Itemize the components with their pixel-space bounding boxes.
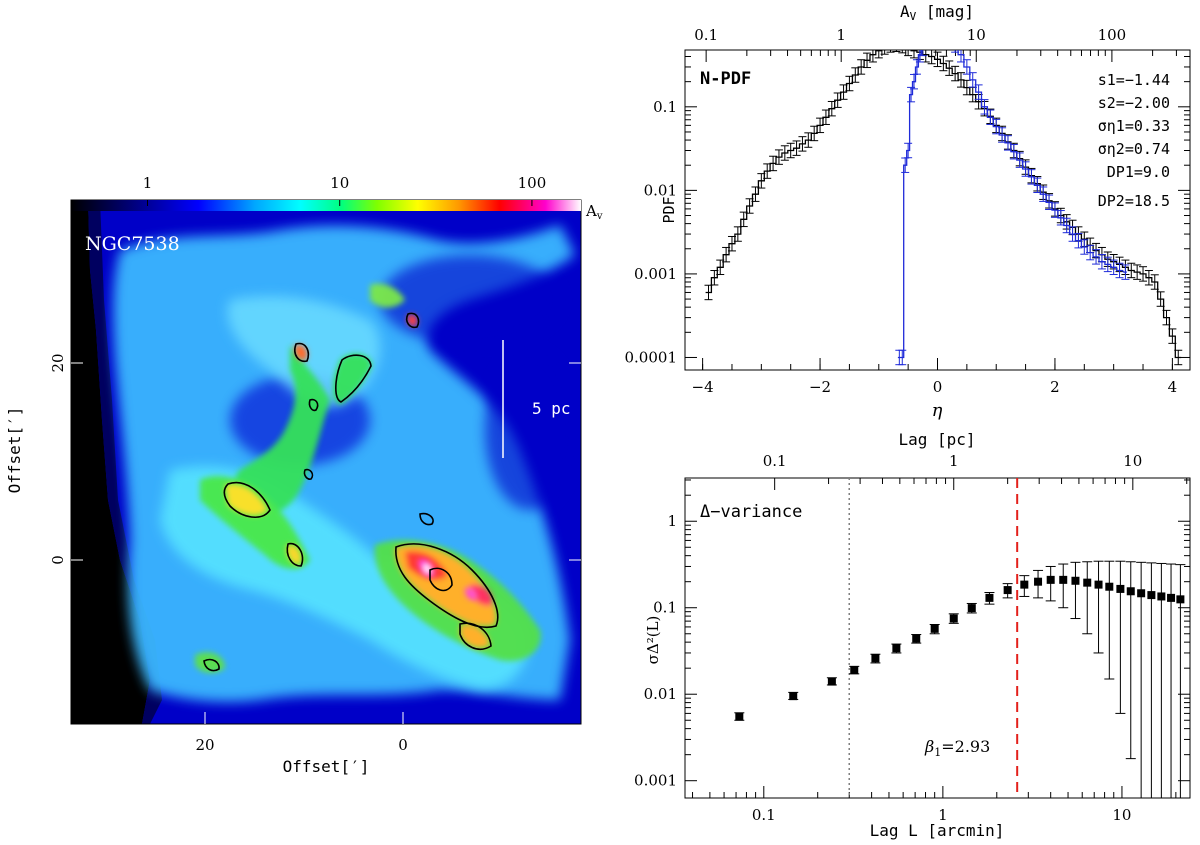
npdf-plot-area bbox=[704, 50, 1183, 366]
dvar-top-tick-label: 0.1 bbox=[763, 452, 787, 470]
dvar-point bbox=[1071, 576, 1080, 585]
dvar-point bbox=[850, 666, 859, 675]
colorbar: 1 10 100 Av bbox=[71, 174, 603, 222]
dvar-point bbox=[1105, 582, 1114, 591]
dvar-point bbox=[1167, 593, 1176, 602]
dvar-xtick-label: 0.1 bbox=[752, 806, 776, 824]
map-xlabel: Offset[′] bbox=[283, 757, 370, 776]
dvar-point bbox=[871, 654, 880, 663]
dvar-point bbox=[967, 604, 976, 613]
npdf-top-tick-label: 1 bbox=[836, 26, 846, 44]
extinction-map: NGC7538 5 pc 20 0 20 0 Offset[′] Offset[… bbox=[5, 199, 582, 776]
npdf-xtick-label: 4 bbox=[1168, 378, 1178, 396]
dvar-plot-area bbox=[734, 478, 1186, 798]
dvar-ytick-label: 1 bbox=[667, 512, 677, 530]
dvar-frame bbox=[684, 477, 1191, 799]
dvar-point bbox=[1034, 577, 1043, 586]
dvar-point bbox=[1147, 591, 1156, 600]
dvar-top-axis-title: Lag [pc] bbox=[898, 430, 975, 449]
dvar-xtick-label: 1 bbox=[938, 806, 948, 824]
npdf-top-tick-label: 10 bbox=[967, 26, 986, 44]
npdf-ytick-label: 0.1 bbox=[653, 98, 677, 116]
dvar-series bbox=[734, 560, 1186, 798]
dvar-top-tick-label: 10 bbox=[1123, 452, 1142, 470]
npdf-top-axis-title: AV [mag] bbox=[900, 2, 974, 23]
dvar-point bbox=[1137, 589, 1146, 598]
npdf-xtick-label: −4 bbox=[692, 378, 714, 396]
stat-s1: s1=−1.44 bbox=[1098, 71, 1170, 89]
map-image bbox=[71, 200, 581, 724]
beta-annotation: β1=2.93 bbox=[924, 737, 990, 759]
map-xtick-20: 20 bbox=[195, 736, 214, 754]
dvar-ytick-label: 0.01 bbox=[644, 685, 677, 703]
stat-s2: s2=−2.00 bbox=[1098, 94, 1170, 112]
dvar-point bbox=[1126, 587, 1135, 596]
stat-dp2: DP2=18.5 bbox=[1098, 192, 1170, 210]
dvar-point bbox=[912, 634, 921, 643]
npdf-label: N-PDF bbox=[700, 69, 751, 89]
dvar-point bbox=[1046, 575, 1055, 584]
dvar-ytick-label: 0.001 bbox=[634, 772, 677, 790]
map-ytick-20: 20 bbox=[49, 353, 67, 372]
npdf-stats: s1=−1.44 s2=−2.00 ση1=0.33 ση2=0.74 DP1=… bbox=[1098, 71, 1170, 210]
dvar-axis-ticks: 0.1 1 10 0.001 0.01 0.1 1 0.1 1 10 bbox=[634, 452, 1190, 824]
npdf-ytick-label: 0.0001 bbox=[625, 348, 678, 366]
npdf-xlabel: η bbox=[932, 400, 943, 421]
dvar-point bbox=[930, 624, 939, 633]
npdf-xtick-label: 2 bbox=[1050, 378, 1060, 396]
npdf-top-tick-label: 100 bbox=[1098, 26, 1127, 44]
dvar-point bbox=[985, 593, 994, 602]
colorbar-label: Av bbox=[585, 202, 603, 222]
dvar-point bbox=[789, 692, 798, 701]
map-xtick-0: 0 bbox=[398, 736, 408, 754]
scalebar-label: 5 pc bbox=[532, 399, 571, 418]
dvar-point bbox=[1020, 580, 1029, 589]
dvar-point bbox=[892, 644, 901, 653]
npdf-xtick-label: 0 bbox=[933, 378, 943, 396]
dvar-point bbox=[827, 677, 836, 686]
dvar-ytick-label: 0.1 bbox=[653, 599, 677, 617]
map-ylabel: Offset[′] bbox=[5, 407, 24, 494]
colorbar-tick-label: 100 bbox=[518, 174, 547, 192]
dvar-ylabel: σΔ²(L) bbox=[644, 616, 662, 665]
dvar-point bbox=[1116, 584, 1125, 593]
dvar-point bbox=[1059, 575, 1068, 584]
dvar-point bbox=[1094, 580, 1103, 589]
colorbar-ticks: 1 10 100 bbox=[143, 174, 547, 206]
pdf-cut-series-line bbox=[897, 50, 1127, 359]
stat-dp1: DP1=9.0 bbox=[1107, 163, 1170, 181]
npdf-ytick-label: 0.001 bbox=[634, 265, 677, 283]
contours bbox=[203, 312, 499, 672]
npdf-axis-ticks: −4 −2 0 2 4 0.0001 0.001 0.01 0.1 0.1 1 10 100 bbox=[625, 26, 1190, 396]
colorbar-gradient bbox=[71, 200, 581, 211]
stat-sigma1: ση1=0.33 bbox=[1098, 117, 1170, 135]
dvar-top-tick-label: 1 bbox=[949, 452, 959, 470]
map-label: NGC7538 bbox=[85, 233, 180, 255]
dvar-xlabel: Lag L [arcmin] bbox=[870, 821, 1005, 840]
colorbar-tick-label: 10 bbox=[330, 174, 349, 192]
dvar-panel: 0.1 1 10 0.001 0.01 0.1 1 0.1 1 10 Δ−variance β1=… bbox=[634, 430, 1191, 840]
dvar-label: Δ−variance bbox=[700, 502, 802, 522]
npdf-top-tick-label: 0.1 bbox=[694, 26, 718, 44]
map-ytick-0: 0 bbox=[49, 555, 67, 565]
stat-sigma2: ση2=0.74 bbox=[1098, 140, 1170, 158]
npdf-xtick-label: −2 bbox=[809, 378, 831, 396]
dvar-xtick-label: 10 bbox=[1112, 806, 1131, 824]
dvar-point bbox=[1083, 578, 1092, 587]
dvar-point bbox=[949, 614, 958, 623]
dvar-point bbox=[1176, 595, 1185, 604]
npdf-ytick-label: 0.01 bbox=[644, 181, 677, 199]
colorbar-tick-label: 1 bbox=[143, 174, 153, 192]
npdf-panel: −4 −2 0 2 4 0.0001 0.001 0.01 0.1 0.1 1 10 100 N-PDF… bbox=[625, 2, 1191, 421]
pdf-cut-series bbox=[895, 50, 1130, 366]
dvar-point bbox=[735, 712, 744, 721]
dvar-point bbox=[1157, 592, 1166, 601]
dvar-point bbox=[1003, 586, 1012, 595]
npdf-ylabel: PDF bbox=[660, 196, 678, 223]
